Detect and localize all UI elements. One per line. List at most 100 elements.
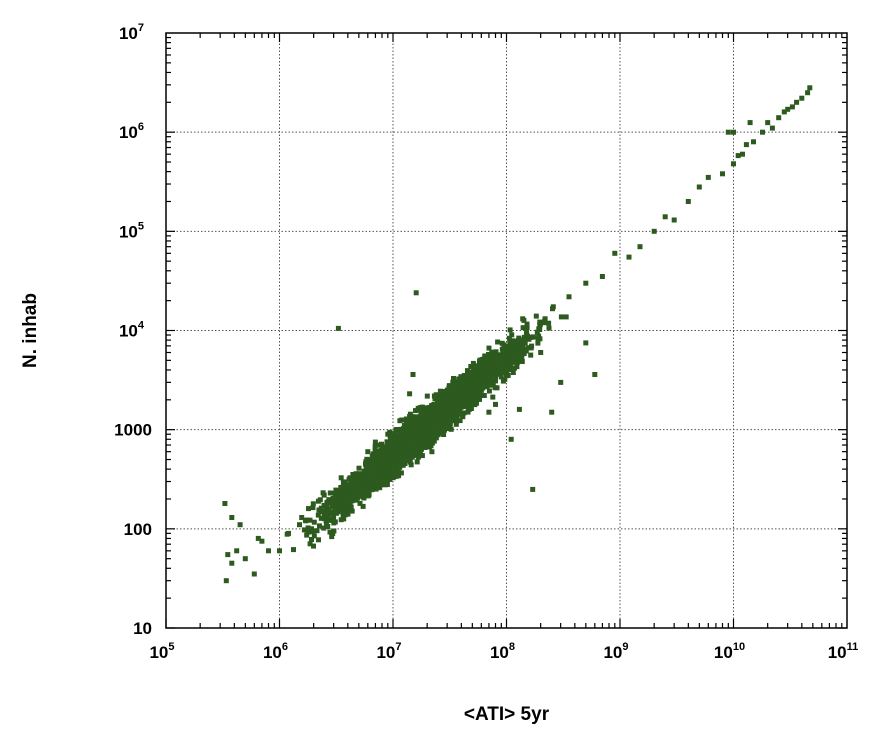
data-point (725, 129, 731, 135)
data-point (530, 334, 536, 340)
data-point (441, 405, 447, 411)
data-point (626, 254, 632, 260)
data-point (454, 393, 460, 399)
data-point (516, 406, 522, 412)
data-point (367, 463, 372, 469)
data-point (340, 492, 346, 498)
data-point (350, 495, 356, 501)
data-point (356, 465, 362, 471)
data-point (409, 439, 415, 445)
data-point (510, 341, 516, 347)
y-tick-label: 100 (124, 520, 152, 539)
data-point (229, 560, 235, 566)
data-point (538, 350, 544, 355)
data-point (482, 364, 488, 370)
data-point (417, 418, 423, 424)
data-point (441, 409, 447, 415)
data-point (526, 345, 532, 351)
data-point (463, 396, 469, 402)
data-point (441, 395, 447, 401)
data-point (509, 332, 515, 338)
data-point (516, 335, 522, 341)
data-point (510, 370, 516, 375)
data-point (474, 385, 480, 390)
data-point (342, 487, 348, 493)
data-point (515, 355, 521, 361)
data-point (435, 407, 441, 413)
data-point (735, 153, 741, 159)
data-point (351, 484, 357, 489)
data-point (519, 359, 525, 364)
data-point (490, 377, 496, 383)
data-point (451, 376, 456, 381)
data-point (431, 427, 436, 433)
data-point (439, 389, 445, 395)
data-point (376, 442, 382, 448)
data-point (459, 395, 465, 401)
data-point (229, 515, 235, 520)
data-point (452, 389, 458, 395)
data-point (356, 477, 362, 483)
data-point (389, 443, 395, 449)
data-point (507, 353, 513, 359)
data-point (651, 228, 657, 234)
data-point (419, 425, 425, 431)
data-point (255, 535, 261, 541)
data-point (348, 477, 354, 483)
data-point (537, 327, 543, 332)
data-point (505, 345, 511, 351)
data-point (350, 472, 356, 477)
data-point (457, 381, 463, 386)
data-point (476, 393, 482, 399)
data-point (499, 354, 505, 360)
data-point (416, 440, 422, 446)
data-point (508, 366, 514, 372)
data-point (799, 95, 805, 101)
data-point (449, 387, 455, 393)
data-point (524, 325, 530, 331)
data-point (373, 450, 379, 456)
data-point (372, 444, 378, 450)
data-point (477, 396, 482, 402)
data-point (403, 455, 409, 461)
data-point (384, 477, 390, 483)
data-point (407, 459, 413, 465)
data-point (475, 379, 481, 385)
data-point (222, 501, 228, 506)
data-point (612, 250, 618, 256)
data-point (316, 537, 321, 543)
data-point (385, 446, 390, 452)
data-point (662, 214, 668, 220)
data-point (332, 490, 338, 496)
data-point (486, 369, 492, 375)
data-point (321, 492, 327, 498)
data-point (419, 408, 425, 414)
data-point (785, 106, 791, 112)
data-point (321, 503, 327, 508)
data-point (592, 372, 598, 377)
data-point (372, 461, 378, 467)
data-point (424, 442, 430, 448)
data-point (493, 349, 499, 355)
data-point (341, 510, 346, 516)
grid (166, 33, 847, 628)
data-point (527, 335, 533, 340)
data-point (440, 400, 446, 406)
data-point (406, 427, 412, 433)
data-point (424, 393, 430, 399)
data-point (521, 317, 527, 323)
data-point (429, 406, 435, 412)
x-tick-label: 109 (603, 641, 628, 662)
data-point (385, 473, 391, 479)
data-point (480, 361, 486, 367)
data-point (349, 488, 354, 494)
data-point (468, 364, 474, 369)
data-point (471, 391, 477, 397)
data-point (431, 429, 437, 435)
data-point (397, 464, 403, 470)
data-point (325, 524, 331, 529)
data-point (396, 462, 402, 468)
data-point (794, 99, 800, 105)
data-point (340, 506, 346, 512)
